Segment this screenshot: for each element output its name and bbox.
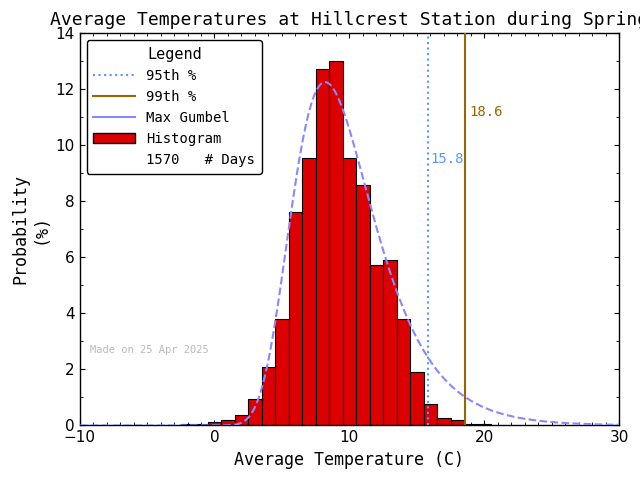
Bar [248, 398, 262, 425]
Bar [477, 424, 491, 425]
Legend: 95th %, 99th %, Max Gumbel, Histogram, 1570   # Days: 95th %, 99th %, Max Gumbel, Histogram, 1… [86, 40, 262, 174]
Bar [410, 372, 424, 425]
Bar [356, 185, 370, 425]
Bar [451, 420, 464, 425]
Bar [424, 404, 437, 425]
Text: 18.6: 18.6 [470, 105, 503, 119]
Bar [383, 260, 397, 425]
Bar [275, 319, 289, 425]
Bar [302, 158, 316, 425]
Text: Made on 25 Apr 2025: Made on 25 Apr 2025 [90, 345, 209, 355]
Bar [329, 61, 342, 425]
Bar [221, 420, 235, 425]
X-axis label: Average Temperature (C): Average Temperature (C) [234, 451, 465, 469]
Bar [208, 422, 221, 425]
Bar [464, 424, 477, 425]
Text: 15.8: 15.8 [430, 153, 464, 167]
Bar [342, 158, 356, 425]
Y-axis label: Probability
(%): Probability (%) [11, 174, 50, 285]
Bar [397, 319, 410, 425]
Bar [437, 419, 451, 425]
Bar [195, 424, 208, 425]
Bar [262, 367, 275, 425]
Bar [289, 212, 302, 425]
Bar [180, 424, 195, 425]
Bar [316, 69, 329, 425]
Title: Average Temperatures at Hillcrest Station during Spring: Average Temperatures at Hillcrest Statio… [51, 11, 640, 29]
Bar [235, 415, 248, 425]
Bar [370, 265, 383, 425]
